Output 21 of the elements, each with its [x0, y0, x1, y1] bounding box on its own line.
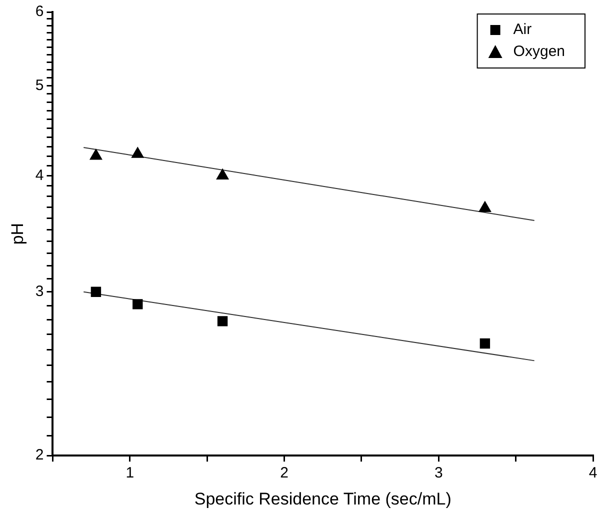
point: [478, 201, 492, 212]
y-tick-label: 2: [35, 446, 44, 464]
y-tick-label: 4: [35, 166, 44, 184]
point: [480, 338, 490, 349]
legend-label: Air: [513, 21, 532, 38]
legend-label: Oxygen: [513, 43, 566, 60]
x-axis-title: Specific Residence Time (sec/mL): [194, 489, 452, 508]
x-tick-label: 1: [126, 464, 134, 482]
point: [132, 147, 144, 158]
x-tick-label: 3: [434, 464, 443, 482]
point: [216, 168, 229, 180]
y-tick-label: 5: [35, 76, 44, 94]
point: [217, 316, 228, 326]
point: [90, 286, 102, 297]
x-tick-label: 4: [588, 464, 598, 482]
y-tick-label: 6: [35, 3, 44, 20]
x-tick-label: 2: [280, 464, 288, 482]
point: [90, 149, 102, 160]
y-tick-label: 3: [35, 283, 44, 300]
y-axis-title: pH: [8, 222, 27, 245]
point: [132, 299, 143, 310]
